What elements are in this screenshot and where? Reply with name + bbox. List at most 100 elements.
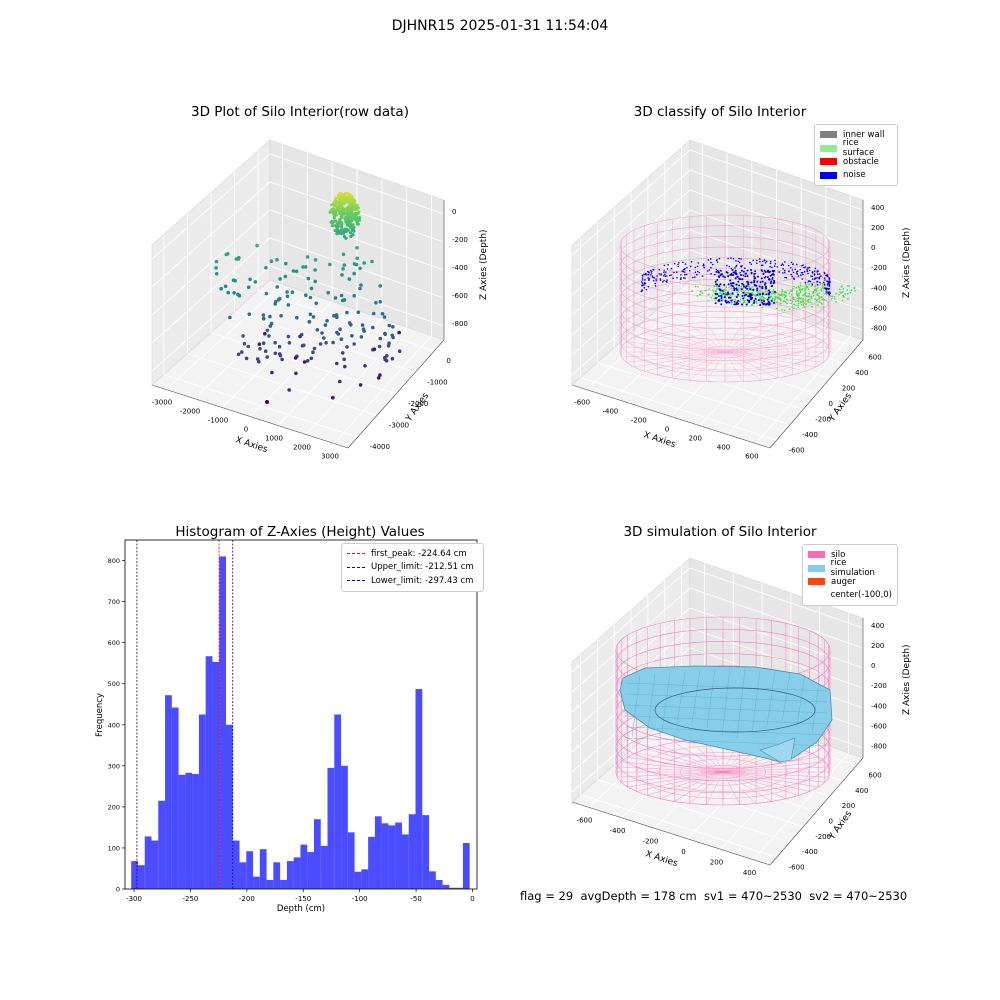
x-tick-label: -50 [410,895,421,903]
noise-point [650,270,653,273]
noise-point [718,257,721,260]
rice-surface-point [699,291,702,293]
data-point [344,220,348,224]
noise-point [753,299,756,302]
noise-point [656,275,658,277]
x-axis-line [571,801,771,866]
noise-point [818,277,820,280]
rice-surface-point [797,304,799,307]
legend-label: obstacle [843,156,879,167]
data-point [255,243,259,248]
noise-point [810,275,812,277]
noise-point [792,271,795,274]
noise-point [753,279,756,282]
data-point [287,341,292,345]
histogram-bar [198,714,206,889]
noise-point [760,277,763,280]
noise-point [790,261,793,264]
noise-point [828,293,831,296]
rice-surface-point [797,306,799,309]
x-tick-label: -400 [610,827,626,835]
histogram-bar [341,765,348,889]
data-point [339,215,343,220]
data-point [333,201,337,205]
noise-point [745,285,748,288]
x-axis-line [151,384,349,449]
histogram-bar [395,822,402,889]
noise-point [770,285,773,288]
noise-point [654,285,657,287]
rice-surface-point [812,294,815,297]
noise-point [807,267,810,269]
data-point [302,360,307,364]
noise-point [799,268,802,271]
data-point [336,332,341,336]
noise-point [660,274,662,276]
data-point [330,203,334,207]
x-tick-label: -100 [352,895,368,903]
noise-point [641,277,644,279]
rice-surface-point [821,285,824,287]
noise-point [727,291,729,294]
rice-surface-point [783,300,786,302]
rice-surface-point [796,290,798,293]
z-tick-label: -200 [871,264,887,272]
silo-spoke [722,771,825,783]
noise-point [808,280,811,282]
noise-point [781,263,784,265]
data-point [339,293,344,298]
data-point [346,197,350,201]
rice-surface-point [795,292,798,295]
rice-surface-point [816,293,819,295]
noise-point [749,292,752,295]
noise-point [761,301,764,304]
rice-surface-point [743,296,746,298]
data-point [261,313,266,317]
silo-spoke [657,351,726,376]
plot4-ylabel: Y Axies [827,809,855,842]
rice-surface-point [805,303,807,306]
rice-surface-point [797,295,799,297]
data-point [318,342,323,346]
data-point [343,364,347,369]
rice-surface-point [772,298,774,300]
rice-surface-point [769,296,772,299]
data-point [295,315,299,320]
noise-point [794,268,796,271]
noise-point [728,265,731,268]
noise-point [715,270,718,273]
data-point [383,332,387,336]
noise-point [808,266,811,269]
noise-point [719,283,722,286]
rice-surface-point [700,291,703,293]
data-point [275,257,279,262]
data-point [231,278,236,282]
noise-point [765,260,768,263]
rice-surface-point [739,298,742,300]
noise-point [813,278,816,280]
legend-swatch [820,171,837,179]
data-point [371,325,375,330]
plot1-3d-scatter: -3000-2000-100001000200030000-1000-2000-… [151,139,489,461]
rice-surface-point [821,303,823,305]
rice-surface-point [728,286,730,289]
y-tick-label: 600 [868,772,881,780]
noise-point [727,257,729,260]
data-point [358,286,362,291]
noise-point [767,293,770,296]
noise-point [723,296,726,299]
noise-point [816,284,819,286]
rice-surface-point [760,296,762,298]
rice-surface-point [806,286,809,288]
silo-bottom-ring [640,327,810,377]
rice-surface-point [810,285,813,287]
x-tick-label: -200 [631,417,647,425]
rice-surface-point [822,287,824,289]
data-point [255,357,260,361]
data-point [342,202,346,206]
noise-point [666,281,668,283]
histogram-ticks: -300 -250 -200 -150 -100 -50 0 0 100 200 300 400 500… [108,557,475,903]
plot2-zlabel: Z Axies (Depth) [902,227,912,298]
noise-point [720,297,723,299]
rice-surface-point [801,301,803,304]
